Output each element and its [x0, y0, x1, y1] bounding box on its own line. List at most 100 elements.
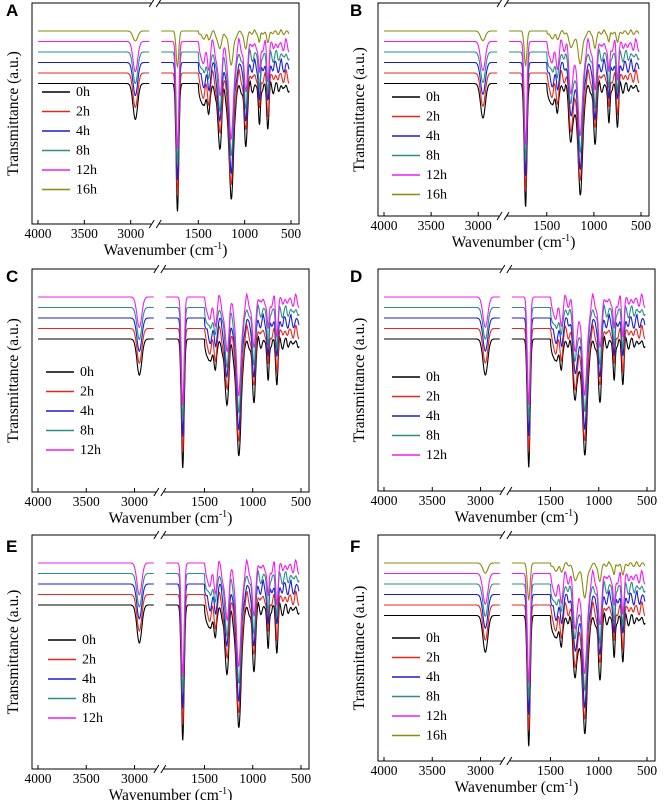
- spectrum-line-2h: [38, 323, 300, 453]
- x-tick-label: 3000: [467, 493, 494, 508]
- spectrum-line-4h: [384, 312, 646, 437]
- axis-break-gap: [499, 0, 508, 7]
- x-tick-label: 500: [631, 218, 652, 233]
- legend-label: 0h: [82, 633, 96, 648]
- plot-frame: [377, 268, 656, 492]
- axis-break-mark: [506, 756, 513, 766]
- legend-label: 2h: [76, 105, 90, 120]
- legend-label: 8h: [426, 149, 440, 164]
- axis-break-mark: [153, 487, 160, 497]
- spectrum-line-4h: [384, 589, 646, 715]
- y-axis-title: Transmittance (a.u.): [5, 590, 22, 715]
- spectrum-line-2h: [384, 323, 646, 452]
- legend-label: 8h: [76, 144, 90, 159]
- axis-break-mark: [153, 264, 160, 274]
- x-tick-label: 500: [281, 226, 302, 241]
- x-tick-label: 3500: [419, 493, 446, 508]
- legend-label: 12h: [76, 163, 97, 178]
- x-tick-label: 1000: [239, 771, 266, 786]
- axis-break-gap: [501, 487, 510, 495]
- legend-label: 4h: [426, 409, 440, 424]
- spectrum-line-16h: [38, 28, 290, 69]
- axis-break-mark: [148, 219, 155, 229]
- plot-frame: [31, 268, 310, 493]
- x-tick-label: 3500: [73, 494, 100, 509]
- legend-label: 12h: [426, 168, 447, 183]
- axis-break-gap: [151, 0, 160, 7]
- legend-label: 2h: [426, 110, 440, 125]
- x-tick-label: 1500: [191, 771, 218, 786]
- legend-label: 12h: [426, 448, 447, 463]
- x-tick-label: 1500: [537, 763, 564, 778]
- x-tick-label: 4000: [371, 218, 398, 233]
- x-tick-label: 1500: [537, 493, 564, 508]
- x-tick-label: 1000: [239, 494, 266, 509]
- axis-break-gap: [155, 531, 164, 539]
- spectrum-line-4h: [38, 578, 300, 709]
- spectrum-line-8h: [384, 579, 646, 700]
- legend-label: 2h: [82, 653, 96, 668]
- axis-break-mark: [506, 486, 513, 496]
- x-tick-label: 3000: [465, 218, 492, 233]
- spectrum-line-16h: [384, 560, 646, 602]
- legend-label: 2h: [426, 651, 440, 666]
- legend-label: 16h: [426, 188, 447, 203]
- spectrum-line-0h: [38, 335, 300, 469]
- legend-label: 0h: [426, 90, 440, 105]
- spectrum-line-4h: [38, 57, 290, 181]
- spectrum-line-12h: [38, 292, 300, 406]
- spectrum-line-8h: [384, 47, 640, 161]
- x-tick-label: 3500: [73, 771, 100, 786]
- axis-break-mark: [160, 264, 167, 274]
- axis-break-gap: [501, 265, 510, 273]
- x-tick-label: 4000: [25, 226, 52, 241]
- x-tick-label: 500: [637, 493, 658, 508]
- axis-break-gap: [501, 757, 510, 765]
- legend-label: 16h: [76, 183, 97, 198]
- x-tick-label: 1000: [231, 226, 258, 241]
- axis-break-mark: [496, 211, 503, 221]
- x-tick-label: 500: [291, 771, 312, 786]
- panel-e: E 4000 3500 3000 1500 1000 500 Wavenumber (cm-1…: [5, 530, 312, 800]
- x-tick-label: 3000: [121, 771, 148, 786]
- spectrum-line-12h: [384, 569, 646, 684]
- x-tick-label: 3000: [121, 494, 148, 509]
- x-tick-label: 4000: [25, 771, 52, 786]
- x-axis-title: Wavenumber (cm-1): [455, 508, 579, 526]
- plot-frame: [31, 534, 310, 770]
- x-tick-label: 3500: [71, 226, 98, 241]
- panel-f: F 4000 3500 3000 1500 1000 500 Wavenumber (cm-1…: [350, 530, 657, 796]
- x-tick-label: 1000: [580, 218, 607, 233]
- plot-frame: [377, 2, 650, 217]
- legend-label: 8h: [82, 692, 96, 707]
- axis-break-mark: [506, 530, 513, 540]
- axis-break-mark: [506, 264, 513, 274]
- panel-letter: A: [6, 1, 18, 20]
- panel-letter: F: [350, 537, 360, 556]
- axis-break-mark: [155, 0, 162, 8]
- y-axis-title: Transmittance (a.u.): [351, 318, 368, 443]
- x-axis-title: Wavenumber (cm-1): [455, 778, 579, 796]
- axis-break-gap: [501, 531, 510, 539]
- x-tick-label: 3500: [418, 218, 445, 233]
- x-axis-title: Wavenumber (cm-1): [109, 786, 233, 800]
- legend-label: 0h: [426, 631, 440, 646]
- spectrum-line-0h: [384, 611, 646, 747]
- x-axis-title: Wavenumber (cm-1): [104, 241, 228, 259]
- axis-break-mark: [499, 756, 506, 766]
- spectrum-line-12h: [384, 292, 646, 405]
- panel-letter: B: [350, 1, 362, 20]
- x-tick-label: 500: [291, 494, 312, 509]
- legend-label: 4h: [82, 672, 96, 687]
- legend-label: 12h: [426, 709, 447, 724]
- x-tick-label: 4000: [371, 763, 398, 778]
- x-tick-label: 4000: [25, 494, 52, 509]
- x-axis-title: Wavenumber (cm-1): [109, 509, 233, 527]
- axis-break-mark: [499, 530, 506, 540]
- legend-label: 2h: [80, 385, 94, 400]
- x-tick-label: 3000: [467, 763, 494, 778]
- spectrum-line-8h: [38, 303, 300, 422]
- spectrum-line-2h: [384, 601, 646, 731]
- axis-break-mark: [160, 530, 167, 540]
